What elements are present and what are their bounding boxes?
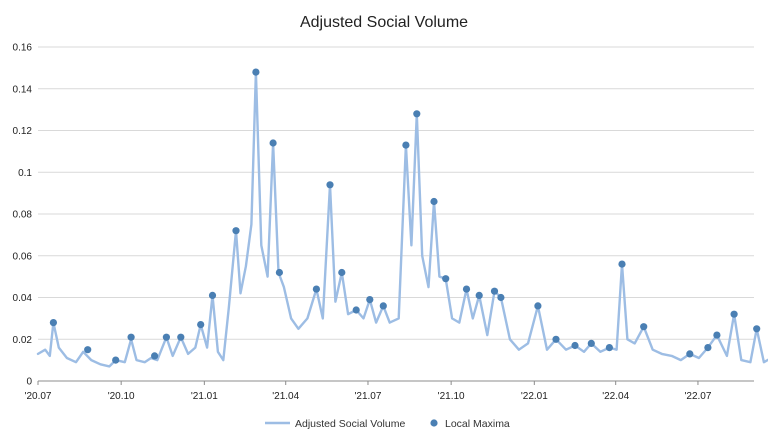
local-maximum-point (430, 197, 438, 206)
local-maximum-point (352, 306, 360, 314)
local-maximum-point (490, 287, 499, 295)
y-tick-label: 0 (26, 377, 32, 388)
local-maximum-point (442, 275, 450, 283)
local-maximum-point (640, 323, 648, 331)
x-tick-label: '21.01 (191, 391, 218, 402)
local-maximum-point (197, 321, 205, 329)
local-maximum-point (462, 285, 471, 293)
x-tick-label: '20.10 (108, 391, 135, 402)
x-tick-label: '21.07 (355, 391, 382, 402)
grid (38, 46, 754, 340)
local-maximum-point (177, 333, 185, 341)
y-tick-label: 0.12 (13, 126, 33, 137)
local-maximum-point (49, 319, 58, 327)
x-tick-label: '22.01 (521, 391, 548, 402)
y-tick-label: 0.16 (13, 43, 33, 54)
y-tick-label: 0.04 (13, 293, 33, 304)
local-maximum-point (402, 141, 410, 149)
local-maximum-point (162, 333, 170, 341)
legend: Adjusted Social Volume Local Maxima (265, 418, 510, 430)
local-maximum-point (571, 341, 579, 350)
local-maximum-point (379, 302, 387, 310)
x-tick-label: '22.04 (602, 391, 629, 402)
local-maximum-point (713, 331, 721, 339)
local-maximum-point (534, 302, 542, 310)
legend-label-adjusted-social-volume: Adjusted Social Volume (295, 418, 405, 430)
legend-label-local-maxima: Local Maxima (445, 418, 510, 430)
local-maximum-point (730, 310, 738, 318)
y-tick-label: 0.06 (13, 251, 33, 262)
local-maximum-point (552, 335, 560, 343)
y-tick-label: 0.14 (13, 84, 33, 95)
axes: 0 0.02 0.04 0.06 0.08 0.1 0.12 0.14 0.16 '20.07 '2… (13, 43, 754, 402)
local-maximum-point (366, 296, 374, 304)
local-maximum-point (497, 293, 505, 302)
local-maximum-point (112, 356, 120, 364)
legend-swatch-local-maxima (430, 419, 438, 427)
local-maximum-point (275, 268, 283, 277)
local-maximum-point (208, 291, 217, 299)
local-maximum-point (269, 139, 277, 147)
local-maximum-point (326, 181, 334, 189)
local-maximum-point (686, 350, 694, 358)
local-maximum-point (338, 268, 346, 277)
chart-title: Adjusted Social Volume (300, 14, 468, 31)
local-maximum-point (252, 68, 260, 76)
y-tick-label: 0.02 (13, 335, 33, 346)
local-maximum-point (127, 333, 135, 341)
local-maximum-point (312, 285, 320, 293)
local-maximum-point (753, 325, 761, 333)
x-tick-label: '21.04 (272, 391, 299, 402)
local-maximum-point (605, 344, 614, 352)
local-maximum-point (413, 110, 421, 118)
local-maximum-point (704, 344, 712, 352)
series-layer (36, 70, 768, 368)
y-tick-label: 0.1 (18, 168, 32, 179)
local-maximum-point (618, 260, 626, 268)
maxima-layer (49, 68, 761, 364)
local-maximum-point (151, 352, 159, 360)
series-line-adjusted-social-volume (36, 70, 768, 368)
x-tick-label: '21.10 (438, 391, 465, 402)
local-maximum-point (232, 227, 240, 235)
y-tick-label: 0.08 (13, 210, 33, 221)
local-maximum-point (587, 339, 595, 347)
x-tick-label: '22.07 (684, 391, 711, 402)
local-maximum-point (475, 291, 483, 299)
local-maximum-point (84, 346, 92, 354)
x-tick-label: '20.07 (25, 391, 52, 402)
